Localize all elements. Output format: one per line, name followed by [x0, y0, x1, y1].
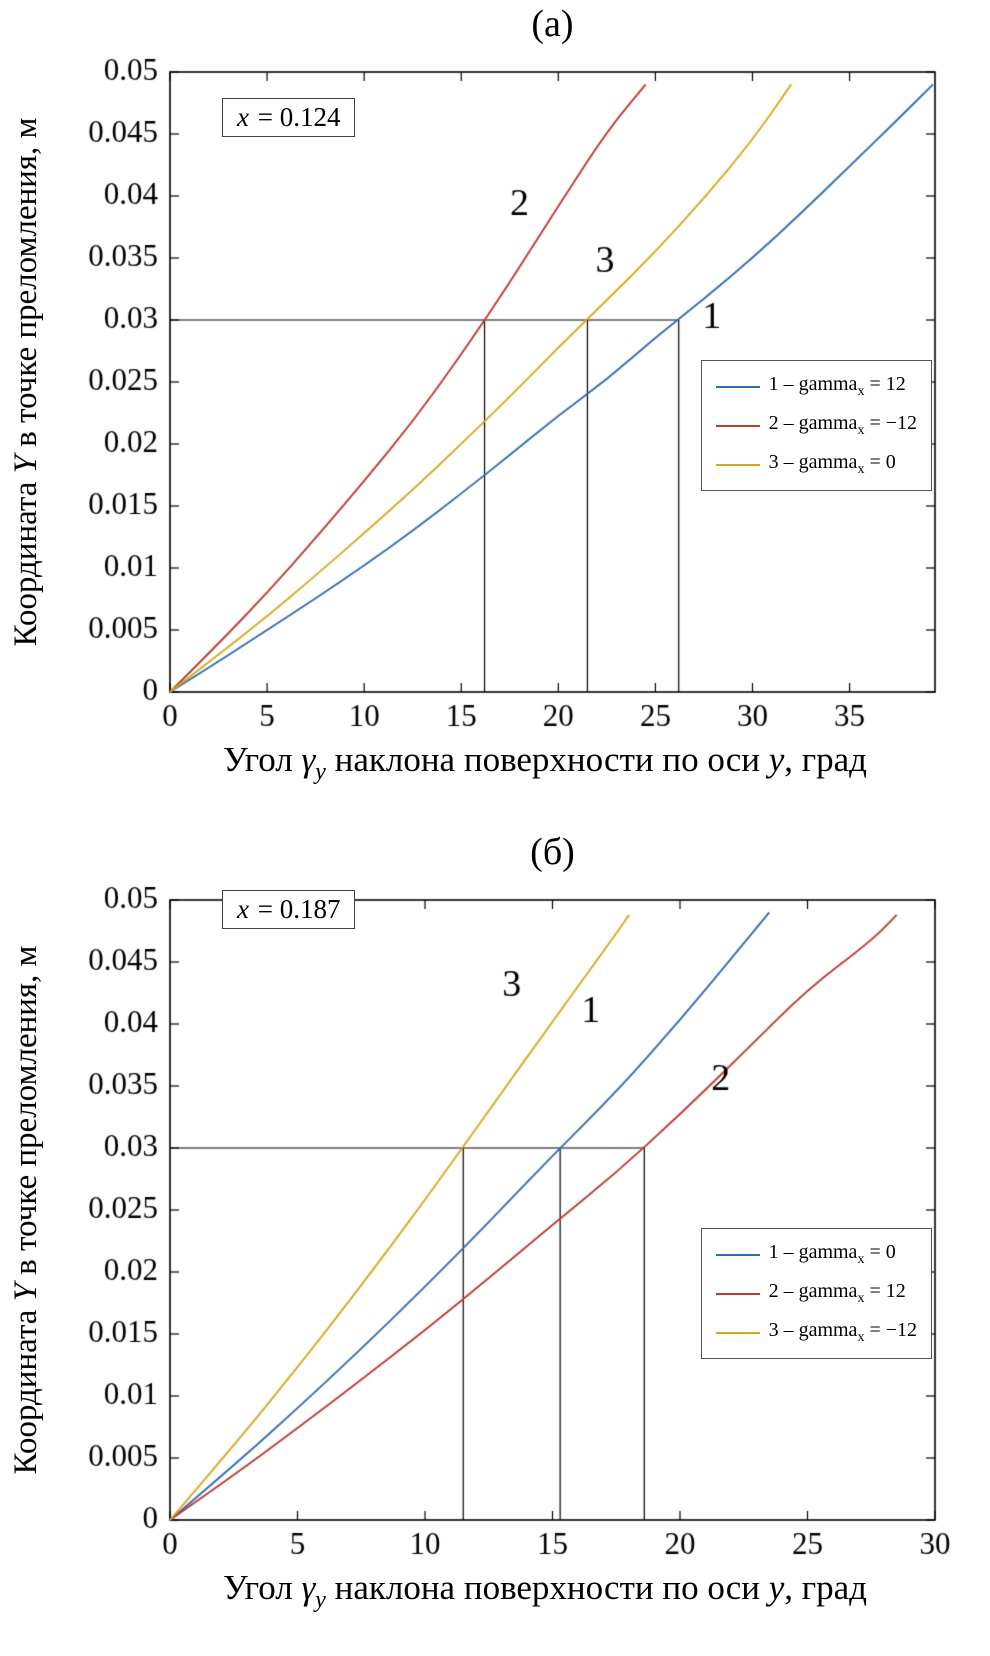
legend-label: 3 – gammax = −12 [768, 1319, 917, 1345]
legend-label: 2 – gammax = −12 [768, 412, 917, 438]
gamma-subscript: y [315, 759, 326, 785]
y-axis-label-text: Координата [8, 1301, 44, 1475]
legend-line-swatch [715, 1253, 760, 1256]
x-axis-label-text2: наклона поверхности по оси [325, 740, 769, 779]
gamma-subscript: y [315, 1587, 326, 1613]
legend: 1 – gammax = 12 2 – gammax = −12 3 – gam… [700, 360, 932, 491]
legend-item: 2 – gammax = −12 [715, 412, 917, 439]
legend-label: 1 – gammax = 0 [768, 1241, 896, 1267]
y-axis-label: Координата Y в точке преломления, м [8, 118, 45, 647]
chart-a-title: (а) [531, 3, 574, 45]
y-axis-label: Координата Y в точке преломления, м [8, 946, 45, 1475]
legend-label: 1 – gammax = 12 [768, 373, 906, 399]
legend-label: 2 – gammax = 12 [768, 1280, 906, 1306]
gamma-symbol: γ [301, 740, 316, 779]
legend-line-swatch [715, 1331, 760, 1334]
legend-item: 1 – gammax = 0 [715, 1241, 917, 1268]
x-axis-label-variable: y [768, 1568, 785, 1607]
annotation-value: = 0.124 [250, 102, 341, 132]
legend-item: 2 – gammax = 12 [715, 1280, 917, 1307]
chart-b-title: (б) [530, 831, 575, 873]
legend-item: 1 – gammax = 12 [715, 373, 917, 400]
annotation-value: = 0.187 [250, 894, 341, 924]
x-axis-label-text: Угол [223, 1568, 302, 1607]
legend-line-swatch [715, 1292, 760, 1295]
x-axis-label-units: , град [784, 1568, 867, 1607]
chart-a: (а) Координата Y в точке преломления, м … [0, 0, 990, 828]
legend-label: 3 – gammax = 0 [768, 451, 896, 477]
annotation-variable: x [237, 894, 249, 924]
annotation-variable: x [237, 102, 249, 132]
x-axis-label: Угол γy наклона поверхности по оси y, гр… [115, 1568, 975, 1614]
legend-item: 3 – gammax = −12 [715, 1319, 917, 1346]
y-axis-label-variable: Y [8, 1283, 44, 1302]
gamma-symbol: γ [301, 1568, 316, 1607]
legend: 1 – gammax = 0 2 – gammax = 12 3 – gamma… [700, 1228, 932, 1359]
y-axis-label-variable: Y [8, 455, 44, 474]
legend-line-swatch [715, 424, 760, 427]
x-axis-label-text2: наклона поверхности по оси [325, 1568, 769, 1607]
y-axis-label-units: в точке преломления, м [8, 117, 44, 456]
x-axis-label: Угол γy наклона поверхности по оси y, гр… [115, 740, 975, 786]
x-axis-label-units: , град [784, 740, 867, 779]
legend-line-swatch [715, 463, 760, 466]
x-axis-label-variable: y [768, 740, 785, 779]
chart-b: (б) Координата Y в точке преломления, м … [0, 828, 990, 1656]
x-value-annotation: x = 0.124 [222, 98, 356, 137]
y-axis-label-text: Координата [8, 473, 44, 647]
x-value-annotation: x = 0.187 [222, 890, 356, 929]
legend-line-swatch [715, 385, 760, 388]
legend-item: 3 – gammax = 0 [715, 451, 917, 478]
y-axis-label-units: в точке преломления, м [8, 945, 44, 1284]
x-axis-label-text: Угол [223, 740, 302, 779]
